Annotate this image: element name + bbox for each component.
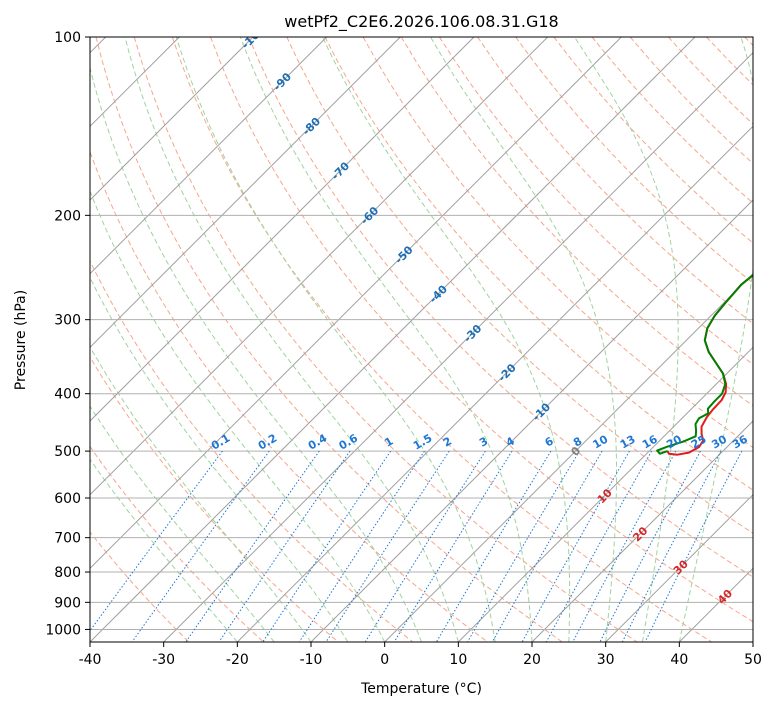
moist-adiabat bbox=[322, 37, 571, 642]
dry-adiabat bbox=[90, 531, 190, 642]
mixing-ratio-line bbox=[218, 450, 351, 642]
mixing-ratio-line bbox=[572, 450, 677, 642]
dry-adiabat bbox=[324, 37, 753, 491]
x-tick-label: -20 bbox=[226, 652, 249, 668]
y-tick-label: 400 bbox=[54, 387, 81, 403]
x-tick-label: -30 bbox=[152, 652, 175, 668]
mixing-ratio-line bbox=[298, 450, 425, 642]
isotherm bbox=[90, 37, 696, 642]
chart-title: wetPf2_C2E6.2026.106.08.31.G18 bbox=[284, 12, 558, 32]
y-tick-label: 900 bbox=[54, 595, 81, 611]
dewpoint-profile bbox=[656, 273, 753, 455]
y-axis-label: Pressure (hPa) bbox=[13, 290, 29, 390]
dry-adiabat bbox=[95, 37, 563, 642]
mixing-ratio-line bbox=[185, 450, 320, 642]
dry-adiabat bbox=[400, 37, 753, 407]
dry-adiabat bbox=[90, 150, 488, 642]
mixing-ratio-line bbox=[131, 450, 270, 642]
x-tick-label: -10 bbox=[300, 652, 323, 668]
x-tick-label: 0 bbox=[380, 652, 389, 668]
moist-adiabat bbox=[90, 458, 238, 642]
mixing-ratio-line bbox=[545, 450, 653, 642]
mixing-ratio-line bbox=[364, 450, 486, 642]
isotherm bbox=[163, 51, 753, 642]
dry-adiabat bbox=[133, 37, 638, 642]
isotherm bbox=[236, 125, 753, 642]
x-tick-label: 10 bbox=[449, 652, 467, 668]
moist-adiabat bbox=[90, 65, 422, 642]
dry-adiabat bbox=[362, 37, 753, 449]
dry-adiabat bbox=[90, 259, 414, 642]
y-tick-label: 1000 bbox=[45, 622, 81, 638]
isotherm bbox=[531, 420, 753, 642]
isotherm bbox=[90, 37, 254, 201]
y-tick-label: 600 bbox=[54, 491, 81, 507]
dry-adiabat bbox=[515, 37, 753, 284]
moist-adiabat bbox=[678, 37, 753, 642]
moist-adiabat bbox=[90, 276, 349, 642]
isotherm bbox=[90, 37, 622, 570]
y-tick-label: 800 bbox=[54, 565, 81, 581]
x-tick-label: 50 bbox=[744, 652, 762, 668]
y-tick-label: 500 bbox=[54, 444, 81, 460]
mixing-ratio-line bbox=[644, 450, 743, 642]
isotherm bbox=[90, 37, 475, 422]
isotherm bbox=[310, 199, 753, 642]
dry-adiabat bbox=[248, 37, 753, 578]
x-tick-label: -40 bbox=[79, 652, 102, 668]
dry-adiabat bbox=[477, 37, 753, 325]
isotherm bbox=[457, 346, 753, 642]
moist-adiabat bbox=[574, 37, 679, 642]
moist-adiabat bbox=[124, 37, 459, 642]
dry-adiabat bbox=[171, 37, 712, 642]
moist-adiabat bbox=[90, 189, 386, 642]
mixing-ratio-line bbox=[621, 450, 722, 642]
mixing-ratio-line bbox=[90, 450, 223, 632]
x-axis-label: Temperature (°C) bbox=[360, 681, 482, 697]
moist-adiabat bbox=[175, 37, 496, 642]
x-tick-label: 40 bbox=[670, 652, 688, 668]
isotherm bbox=[90, 37, 328, 275]
mixing-ratio-line bbox=[393, 450, 513, 642]
isotherm bbox=[605, 493, 753, 642]
plot-frame bbox=[89, 36, 754, 643]
isotherm bbox=[384, 272, 753, 642]
y-tick-label: 200 bbox=[54, 208, 81, 224]
y-tick-label: 700 bbox=[54, 531, 81, 547]
x-tick-label: 30 bbox=[597, 652, 615, 668]
dry-adiabat bbox=[438, 37, 753, 366]
mixing-ratio-line bbox=[599, 450, 701, 642]
y-tick-label: 100 bbox=[54, 30, 81, 46]
mixing-ratio-line bbox=[521, 450, 630, 642]
mixing-ratio-line bbox=[491, 450, 603, 642]
dry-adiabat bbox=[210, 37, 753, 623]
moist-adiabat bbox=[239, 37, 533, 642]
mixing-ratio-line bbox=[467, 450, 580, 642]
dry-adiabat bbox=[286, 37, 753, 534]
moist-adiabat bbox=[90, 405, 275, 642]
dry-adiabat bbox=[90, 445, 264, 642]
x-tick-label: 20 bbox=[523, 652, 541, 668]
isotherm bbox=[90, 37, 549, 496]
isotherm bbox=[90, 37, 401, 349]
y-tick-label: 300 bbox=[54, 313, 81, 329]
moist-adiabat bbox=[430, 37, 617, 642]
